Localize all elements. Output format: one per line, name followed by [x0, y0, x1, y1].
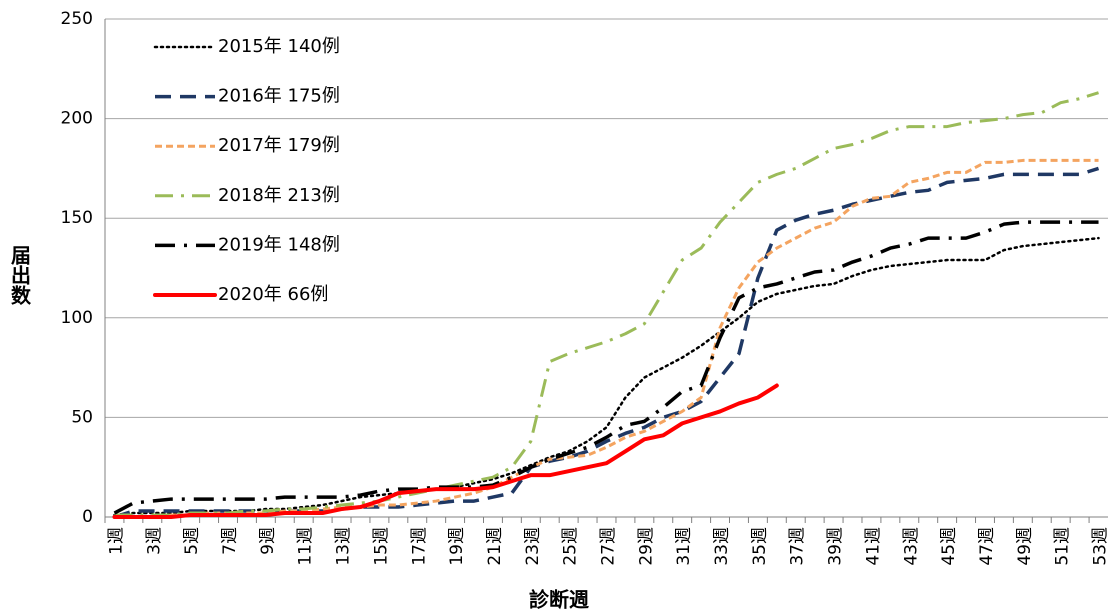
x-tick-label: 23週	[523, 527, 543, 566]
y-tick-label: 0	[82, 507, 93, 527]
x-tick-label: 49週	[1015, 527, 1035, 566]
legend-label: 2016年 175例	[218, 86, 340, 107]
x-tick-label: 25週	[561, 527, 581, 566]
x-tick-label: 9週	[258, 527, 278, 555]
x-tick-label: 53週	[1091, 527, 1111, 566]
x-tick-label: 29週	[636, 527, 656, 566]
y-tick-label: 150	[61, 208, 93, 228]
legend-label: 2018年 213例	[218, 185, 340, 206]
x-tick-label: 35週	[750, 527, 770, 566]
x-tick-label: 15週	[371, 527, 391, 566]
x-tick-label: 27週	[599, 527, 619, 566]
legend-label: 2017年 179例	[218, 135, 340, 156]
series-line	[114, 158, 1099, 519]
x-tick-label: 21週	[485, 527, 505, 566]
x-tick-label: 47週	[977, 527, 997, 566]
x-tick-label: 51週	[1053, 527, 1073, 566]
x-tick-label: 41週	[863, 527, 883, 566]
series-line	[112, 383, 779, 519]
series-line	[113, 236, 1100, 517]
y-tick-label: 200	[61, 109, 93, 129]
x-tick-label: 1週	[106, 527, 126, 555]
x-tick-label: 11週	[296, 527, 316, 566]
x-tick-label: 7週	[220, 527, 240, 555]
y-axis-title: 届出数	[8, 245, 32, 306]
x-tick-label: 19週	[447, 527, 467, 566]
x-axis-title: 診断週	[529, 588, 589, 612]
series-line	[114, 91, 1099, 517]
x-tick-label: 13週	[334, 527, 354, 566]
y-tick-label: 50	[71, 407, 93, 427]
x-tick-label: 37週	[788, 527, 808, 566]
x-tick-label: 39週	[826, 527, 846, 566]
series-line	[113, 220, 1099, 515]
y-tick-label: 100	[61, 308, 93, 328]
x-tick-label: 45週	[939, 527, 959, 566]
x-tick-label: 17週	[409, 527, 429, 566]
x-tick-label: 43週	[901, 527, 921, 566]
x-tick-label: 3週	[144, 527, 164, 555]
x-tick-label: 33週	[712, 527, 732, 566]
x-tick-label: 31週	[674, 527, 694, 566]
x-tick-label: 5週	[182, 527, 202, 555]
legend-label: 2019年 148例	[218, 234, 340, 255]
legend-label: 2020年 66例	[218, 284, 328, 305]
legend-label: 2015年 140例	[218, 36, 340, 57]
y-tick-label: 250	[61, 9, 93, 29]
